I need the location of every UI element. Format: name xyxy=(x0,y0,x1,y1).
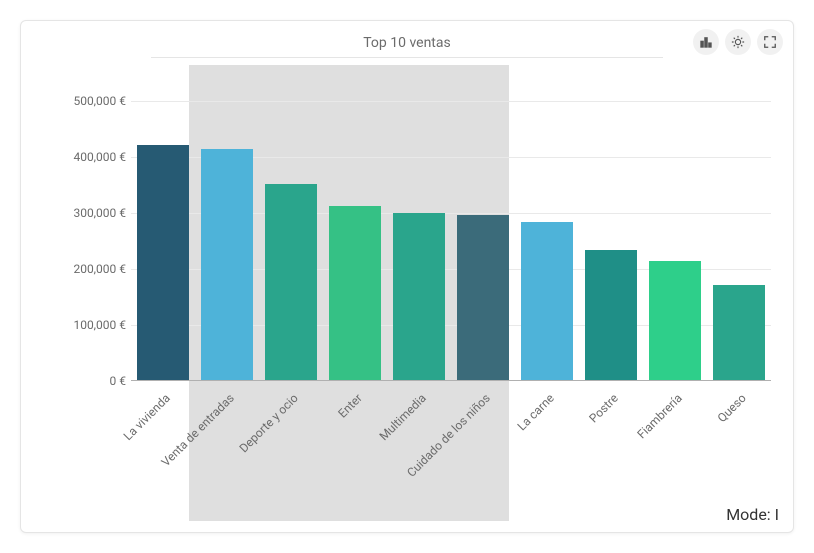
settings-button[interactable] xyxy=(725,29,751,55)
y-axis-label: 400,000 € xyxy=(56,150,126,164)
gridline xyxy=(131,101,771,102)
y-axis-label: 300,000 € xyxy=(56,206,126,220)
bar[interactable] xyxy=(521,222,572,381)
bar-chart-icon xyxy=(699,35,713,49)
bar[interactable] xyxy=(265,184,316,381)
bar[interactable] xyxy=(585,250,636,381)
mode-label: Mode: I xyxy=(726,505,779,524)
bar[interactable] xyxy=(713,285,764,381)
bar[interactable] xyxy=(457,215,508,381)
y-axis-label: 0 € xyxy=(56,374,126,388)
fullscreen-button[interactable] xyxy=(757,29,783,55)
bar[interactable] xyxy=(201,149,252,381)
card-header: Top 10 ventas xyxy=(21,21,793,63)
bar[interactable] xyxy=(649,261,700,381)
y-axis-label: 200,000 € xyxy=(56,262,126,276)
gear-icon xyxy=(731,35,745,49)
y-axis-label: 100,000 € xyxy=(56,318,126,332)
chart-title: Top 10 ventas xyxy=(363,35,450,51)
chart-plot-area[interactable]: 0 €100,000 €200,000 €300,000 €400,000 €5… xyxy=(131,101,771,381)
bar[interactable] xyxy=(329,206,380,381)
bar[interactable] xyxy=(137,145,188,381)
bar[interactable] xyxy=(393,213,444,381)
chart-card: Top 10 ventas 0 €100,000 €200,000 €300,0… xyxy=(20,20,794,533)
chart-type-button[interactable] xyxy=(693,29,719,55)
y-axis-label: 500,000 € xyxy=(56,94,126,108)
x-axis-baseline xyxy=(131,380,771,381)
title-underline xyxy=(151,57,663,58)
icon-row xyxy=(693,29,783,55)
fullscreen-icon xyxy=(763,35,777,49)
